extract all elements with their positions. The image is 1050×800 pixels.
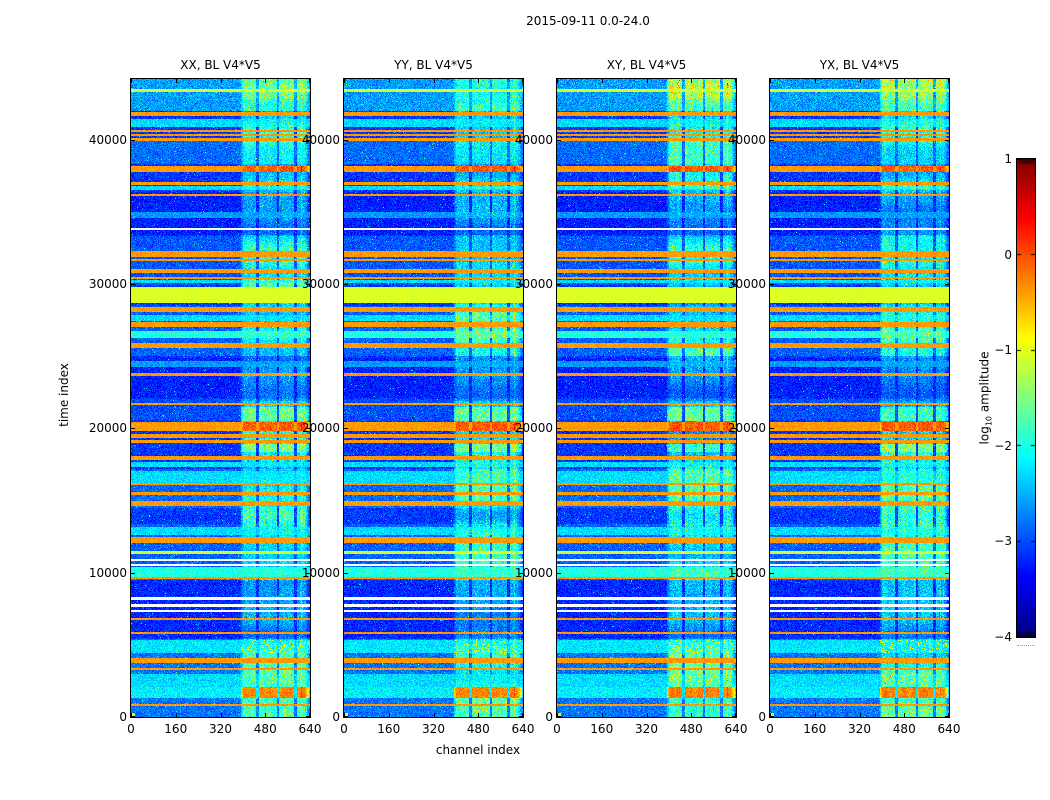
y-axis-label: time index — [57, 363, 71, 427]
panel-title-xy: XY, BL V4*V5 — [606, 58, 687, 72]
y-tick-label-panel1: 0 — [332, 710, 340, 724]
y-tick-label-panel0: 40000 — [88, 132, 127, 147]
y-tick-label-panel0: 10000 — [88, 565, 127, 580]
x-tick-label-panel3: 160 — [803, 722, 827, 736]
heatmap-yx — [769, 78, 950, 718]
y-tick-label-panel0: 30000 — [88, 276, 127, 291]
x-tick-label-panel3: 640 — [937, 722, 961, 736]
x-tick-label-panel2: 640 — [724, 722, 748, 736]
colorbar-tick-label: −1 — [994, 343, 1012, 358]
y-tick-label-panel1: 20000 — [301, 421, 340, 436]
x-tick-label-panel3: 480 — [892, 722, 916, 736]
y-tick-label-panel3: 40000 — [727, 132, 766, 147]
y-tick-label-panel3: 0 — [758, 710, 766, 724]
y-tick-label-panel3: 30000 — [727, 276, 766, 291]
heatmap-yy — [343, 78, 524, 718]
colorbar-label-post: amplitude — [977, 351, 992, 416]
x-tick-label-panel3: 320 — [848, 722, 871, 736]
x-tick-label-panel3: 0 — [766, 722, 774, 736]
y-tick-label-panel2: 20000 — [514, 421, 553, 436]
y-tick-label-panel0: 20000 — [88, 421, 127, 436]
x-tick-label-panel1: 160 — [377, 722, 401, 736]
y-tick-label-panel1: 30000 — [301, 276, 340, 291]
panel-title-yx: YX, BL V4*V5 — [819, 58, 900, 72]
colorbar-label: log10 amplitude — [977, 351, 994, 445]
x-axis-label: channel index — [435, 743, 521, 757]
y-tick-label-panel2: 30000 — [514, 276, 553, 291]
colorbar-end-dots — [1017, 645, 1035, 646]
y-tick-label-panel1: 10000 — [301, 565, 340, 580]
colorbar-tick-label: −2 — [994, 438, 1012, 453]
colorbar-tick-label: −4 — [994, 630, 1012, 644]
x-tick-label-panel1: 0 — [340, 722, 348, 736]
colorbar-label-sub: 10 — [984, 415, 994, 427]
x-tick-label-panel0: 480 — [253, 722, 277, 736]
x-tick-label-panel2: 320 — [635, 722, 658, 736]
y-tick-label-panel3: 20000 — [727, 421, 766, 436]
x-tick-label-panel0: 640 — [298, 722, 322, 736]
colorbar-tick-label: 1 — [1004, 152, 1012, 166]
x-tick-label-panel1: 320 — [422, 722, 445, 736]
x-tick-label-panel2: 160 — [590, 722, 614, 736]
colorbar-label-pre: log — [977, 426, 992, 445]
colorbar-tick-label: 0 — [1004, 247, 1012, 262]
y-tick-label-panel1: 40000 — [301, 132, 340, 147]
panel-title-xx: XX, BL V4*V5 — [180, 58, 261, 72]
y-tick-label-panel2: 10000 — [514, 565, 553, 580]
y-tick-label-panel3: 10000 — [727, 565, 766, 580]
heatmap-xx — [130, 78, 311, 718]
y-tick-label-panel2: 40000 — [514, 132, 553, 147]
x-tick-label-panel2: 0 — [553, 722, 561, 736]
x-tick-label-panel0: 0 — [127, 722, 135, 736]
y-tick-label-panel0: 0 — [119, 710, 127, 724]
x-tick-label-panel2: 480 — [679, 722, 703, 736]
figure-title: 2015-09-11 0.0-24.0 — [526, 14, 650, 28]
x-tick-label-panel0: 160 — [164, 722, 188, 736]
heatmap-xy — [556, 78, 737, 718]
x-tick-label-panel1: 480 — [466, 722, 490, 736]
y-tick-label-panel2: 0 — [545, 710, 553, 724]
colorbar-tick-label: −3 — [994, 534, 1012, 549]
colorbar — [1016, 158, 1036, 638]
panel-title-yy: YY, BL V4*V5 — [394, 58, 473, 72]
x-tick-label-panel0: 320 — [209, 722, 232, 736]
x-tick-label-panel1: 640 — [511, 722, 535, 736]
